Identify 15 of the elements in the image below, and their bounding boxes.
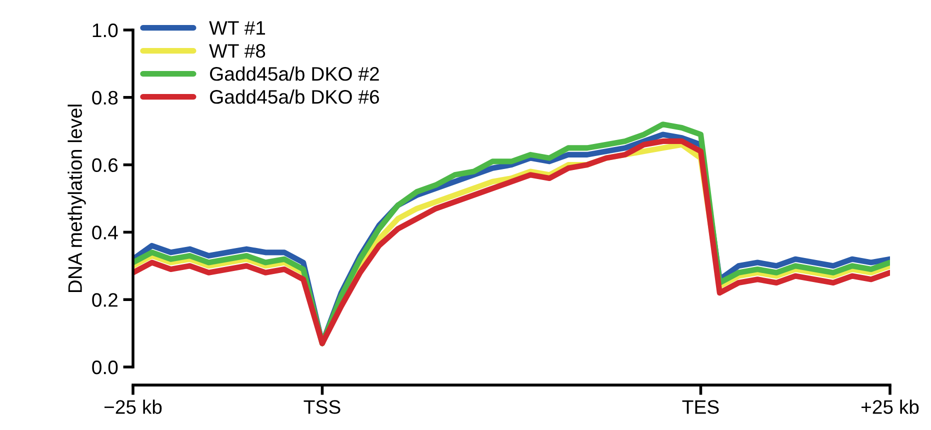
legend-label: Gadd45a/b DKO #6: [210, 90, 379, 104]
y-tick-label: 0.0: [92, 360, 118, 374]
y-axis-title: DNA methylation level: [68, 104, 86, 292]
x-tick-label: TES: [682, 400, 719, 414]
y-tick-label: 0.2: [92, 293, 118, 307]
legend-label: WT #1: [209, 21, 266, 35]
y-tick-label: 0.4: [92, 226, 118, 240]
legend-label: Gadd45a/b DKO #2: [210, 66, 379, 81]
x-tick-label: −25 kb: [104, 400, 162, 414]
y-tick-label: 0.8: [92, 90, 118, 105]
legend-label: WT #8: [209, 44, 266, 58]
x-tick-label: TSS: [304, 400, 340, 414]
y-tick-label: 1.0: [92, 23, 118, 38]
x-tick-label: +25 kb: [861, 400, 919, 414]
y-tick-label: 0.6: [92, 158, 118, 172]
